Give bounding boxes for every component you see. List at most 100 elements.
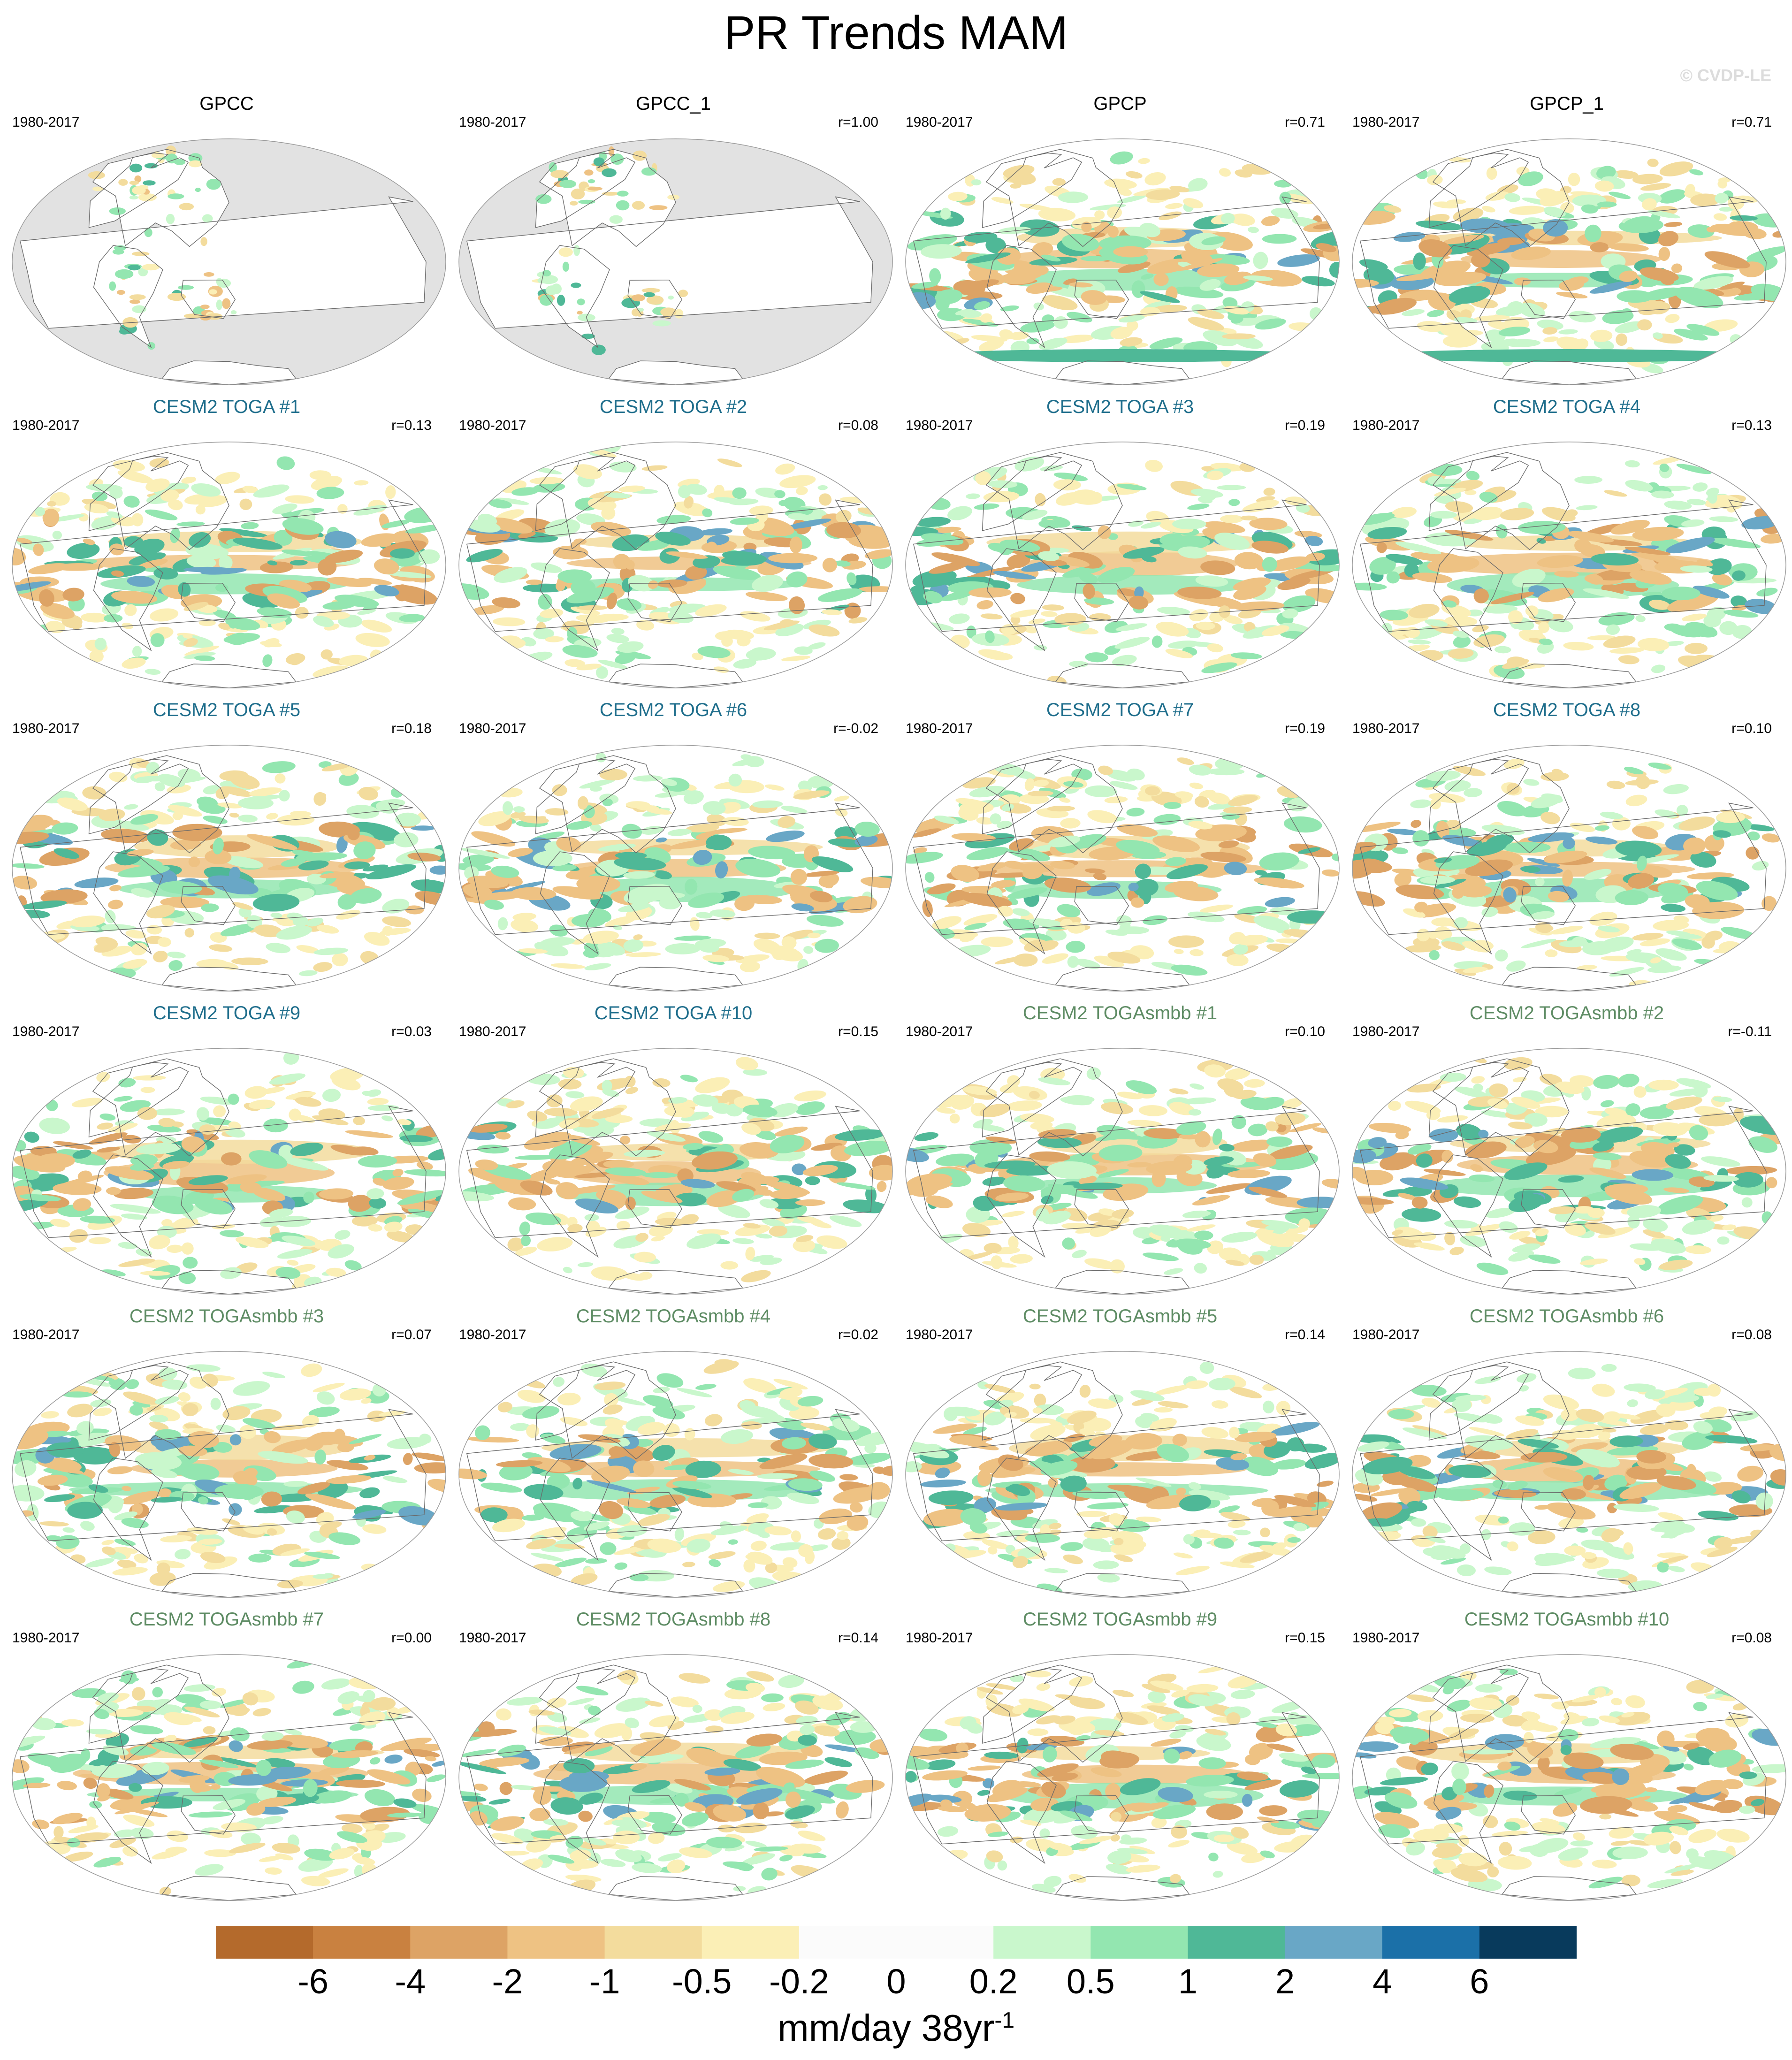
trend-blob (585, 1227, 607, 1237)
trend-blob (1414, 1242, 1445, 1251)
trend-blob (1083, 583, 1095, 599)
trend-blob (1221, 814, 1240, 820)
trend-blob (1010, 183, 1022, 189)
trend-blob (1200, 491, 1217, 502)
trend-blob (535, 1117, 564, 1129)
trend-blob (1251, 541, 1289, 554)
coastline-americasS (986, 1154, 1057, 1258)
trend-blob (357, 578, 392, 585)
trend-blob (178, 1272, 196, 1284)
coastline-americasS (986, 548, 1057, 652)
trend-blob (594, 1381, 626, 1390)
trend-blob (345, 1130, 393, 1138)
trend-blob (1230, 316, 1243, 324)
trend-blob (1195, 1131, 1211, 1148)
trend-blob (21, 900, 67, 909)
trend-blob (301, 1876, 330, 1886)
trend-blob (1145, 189, 1180, 200)
trend-blob (285, 495, 314, 504)
world-map (1352, 745, 1786, 992)
trend-blob (1445, 819, 1462, 830)
trend-blob (229, 813, 239, 818)
trend-blob (511, 919, 539, 932)
trend-blob (144, 228, 153, 237)
trend-blob (215, 472, 240, 484)
trend-blob (1053, 556, 1090, 567)
trend-blob (1517, 1439, 1559, 1449)
trend-blob (1029, 1091, 1040, 1099)
trend-blob (631, 294, 646, 302)
trend-blob (382, 1176, 414, 1190)
trend-blob (200, 237, 207, 246)
trend-blob (787, 513, 808, 520)
trend-blob (1387, 829, 1419, 835)
trend-blob (1218, 840, 1239, 848)
trend-blob (1093, 1560, 1119, 1570)
trend-blob (1174, 949, 1184, 954)
trend-blob (1683, 837, 1706, 855)
trend-blob (1682, 1220, 1715, 1235)
world-map (905, 1048, 1340, 1295)
trend-blob (1539, 1074, 1563, 1086)
trend-blob (183, 1257, 198, 1269)
map-panel: CESM2 TOGA #9 1980-2017 r=0.03 (4, 1001, 450, 1302)
trend-blob (586, 1480, 637, 1493)
trend-blob (1573, 1206, 1595, 1214)
trend-blob (1117, 588, 1138, 597)
trend-blob (370, 1757, 381, 1765)
trend-blob (1067, 1411, 1097, 1424)
trend-blob (1653, 456, 1683, 465)
trend-blob (721, 1429, 753, 1444)
trend-blob (1545, 949, 1558, 957)
trend-blob (1519, 1385, 1529, 1392)
trend-blob (130, 1725, 163, 1735)
trend-blob (583, 1125, 614, 1137)
trend-blob (1543, 206, 1566, 217)
trend-blob (591, 1465, 630, 1483)
trend-blob (1712, 573, 1732, 586)
trend-blob (1183, 1534, 1195, 1545)
trend-blob (1282, 595, 1316, 612)
trend-blob (1032, 1407, 1043, 1414)
trend-blob (1606, 624, 1620, 635)
trend-blob (975, 471, 991, 485)
trend-blob (791, 903, 814, 912)
trend-blob (1368, 1137, 1387, 1148)
trend-blob (1272, 1459, 1306, 1470)
world-map (905, 1351, 1340, 1598)
trend-blob (368, 1224, 382, 1232)
panel-correlation: r=0.08 (1731, 1327, 1772, 1343)
trend-blob (1262, 1400, 1274, 1414)
trend-blob (186, 555, 216, 569)
trend-blob (1237, 906, 1267, 916)
trend-blob (103, 614, 123, 623)
trend-blob (1576, 505, 1598, 511)
trend-blob (1242, 500, 1279, 512)
trend-blob (1609, 647, 1645, 654)
trend-blob (183, 638, 198, 647)
trend-blob (1194, 796, 1209, 808)
trend-blob (1182, 1210, 1211, 1219)
trend-blob (1261, 625, 1289, 636)
trend-blob (399, 614, 425, 622)
trend-blob (655, 1218, 687, 1226)
trend-blob (233, 537, 283, 550)
trend-blob (475, 1160, 498, 1170)
trend-blob (816, 1235, 847, 1249)
trend-blob (633, 1251, 656, 1263)
trend-blob (797, 1396, 824, 1407)
coastline-africa (1359, 1409, 1767, 1541)
trend-blob (672, 1480, 712, 1489)
trend-blob (633, 934, 643, 940)
trend-blob (1042, 953, 1068, 964)
trend-blob (129, 195, 138, 200)
trend-blob (564, 1534, 585, 1543)
panel-title: CESM2 TOGA #8 (1493, 700, 1641, 720)
trend-blob (1127, 1120, 1162, 1127)
trend-blob (778, 500, 789, 506)
trend-blob (414, 1462, 446, 1474)
trend-blob (747, 1502, 769, 1509)
trend-blob (166, 153, 178, 164)
trend-blob (131, 513, 144, 526)
trend-blob (839, 1474, 858, 1481)
